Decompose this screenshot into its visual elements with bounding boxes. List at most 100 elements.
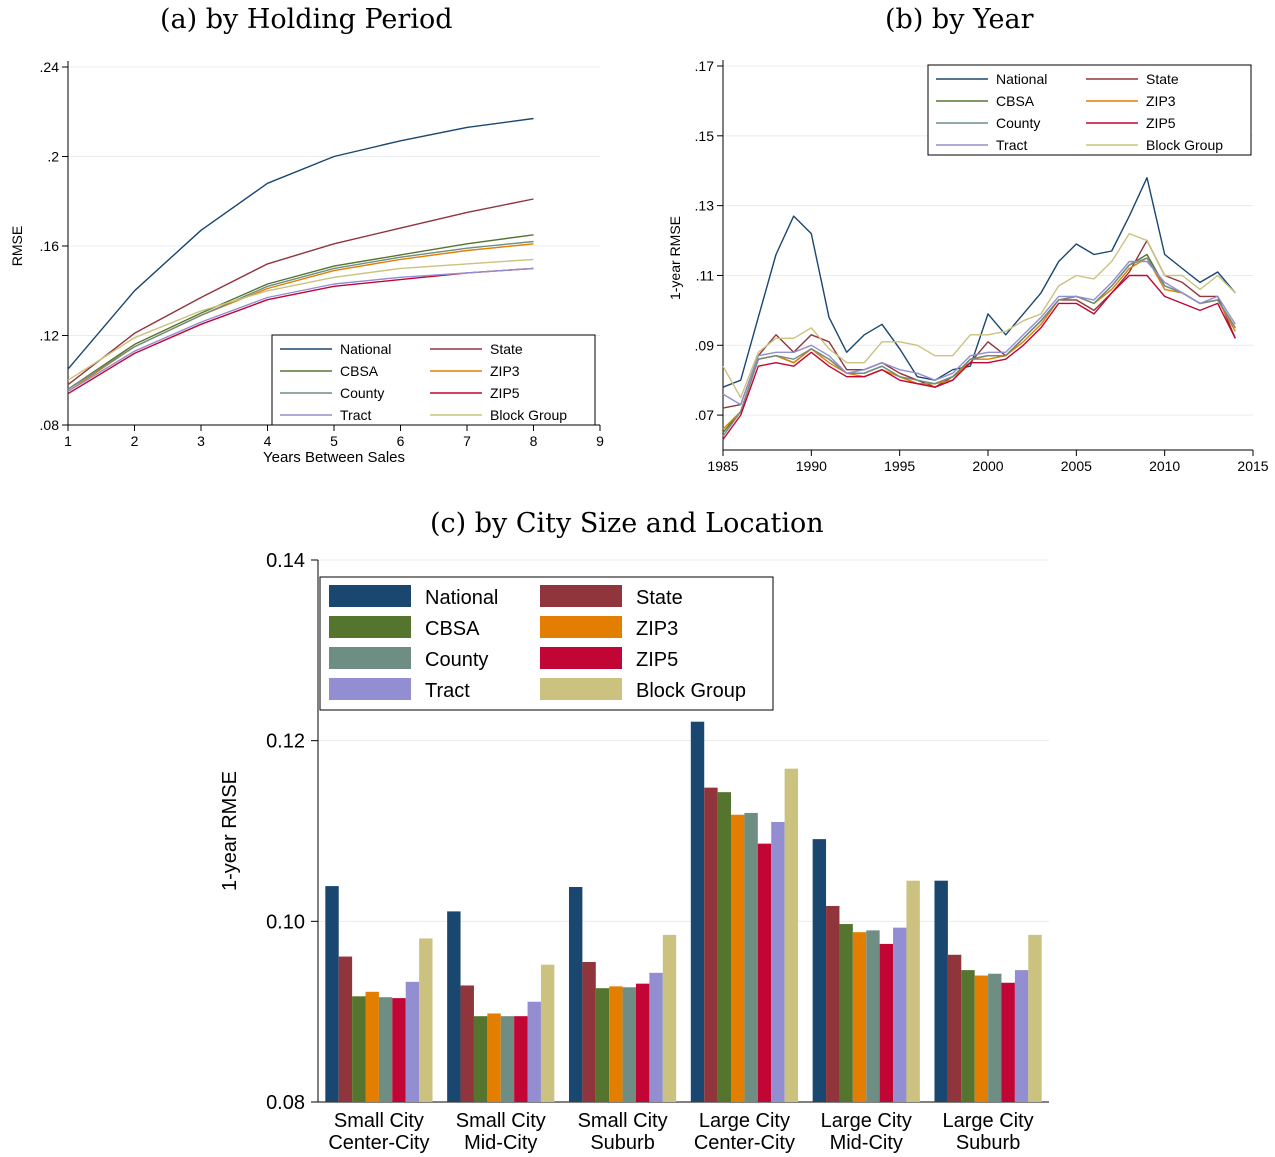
x-tick-label: 4 xyxy=(264,433,272,449)
x-tick-label: 2000 xyxy=(972,458,1003,474)
category-label-line2: Center-City xyxy=(694,1132,795,1154)
legend-label: ZIP3 xyxy=(1146,93,1176,109)
bar-state xyxy=(826,905,840,1102)
x-tick-label: 7 xyxy=(463,433,471,449)
legend-label: Tract xyxy=(340,407,371,423)
legend-label: State xyxy=(490,341,523,357)
category-label-line1: Small City xyxy=(578,1110,668,1132)
legend-label: National xyxy=(340,341,391,357)
bar-zip5 xyxy=(879,943,894,1102)
series-line-zip5 xyxy=(722,274,1236,440)
category-label-line1: Large City xyxy=(943,1110,1034,1132)
series-line-county xyxy=(722,257,1236,437)
category-label-line1: Large City xyxy=(699,1110,790,1132)
x-tick-label: 5 xyxy=(330,433,338,449)
bar-national xyxy=(325,886,339,1102)
y-axis-title: 1-year RMSE xyxy=(219,771,241,891)
y-tick-label: 0.08 xyxy=(266,1092,305,1114)
series-line-county xyxy=(67,240,534,390)
bar-county xyxy=(378,997,393,1102)
bar-national xyxy=(934,880,948,1102)
x-tick-label: 8 xyxy=(530,433,538,449)
y-tick-label: .11 xyxy=(696,267,715,283)
y-tick-label: .13 xyxy=(695,198,715,214)
bar-county xyxy=(988,973,1002,1102)
bar-tract xyxy=(405,981,420,1102)
y-tick-label: .08 xyxy=(40,417,60,433)
legend-box xyxy=(927,64,1252,156)
legend-label: Tract xyxy=(425,680,470,702)
legend-swatch xyxy=(540,647,622,669)
bar-county xyxy=(866,930,880,1102)
category-label-line2: Suburb xyxy=(590,1132,655,1154)
bar-zip3 xyxy=(487,1013,501,1102)
legend-label: State xyxy=(636,587,683,609)
legend-label: National xyxy=(425,587,498,609)
x-tick-label: 6 xyxy=(397,433,405,449)
bar-zip3 xyxy=(852,932,867,1102)
category-label-line2: Mid-City xyxy=(830,1132,903,1154)
bar-block-group xyxy=(419,938,433,1102)
legend-swatch xyxy=(329,678,411,700)
chart-b-by-year: .07 .09 .11 .13 .15 .17 1985 1990 1995 2000 2005 20… xyxy=(667,58,1269,474)
series-line-block-group xyxy=(722,232,1236,399)
legend-label: ZIP5 xyxy=(490,385,520,401)
bar-tract xyxy=(649,972,663,1102)
bar-national xyxy=(690,721,705,1102)
bar-state xyxy=(704,787,718,1102)
legend-label: ZIP5 xyxy=(1146,115,1176,131)
bar-block-group xyxy=(784,768,799,1102)
bar-zip5 xyxy=(635,983,650,1102)
bar-cbsa xyxy=(352,996,366,1102)
y-tick-label: .07 xyxy=(695,407,715,423)
series-line-block-group xyxy=(67,258,534,381)
legend-label: Tract xyxy=(996,137,1027,153)
y-tick-label: 0.10 xyxy=(266,911,305,933)
y-tick-label: .12 xyxy=(40,328,60,344)
y-tick-label: 0.12 xyxy=(266,731,305,753)
legend-swatch xyxy=(329,616,411,638)
bar-tract xyxy=(527,1001,541,1102)
legend-label: ZIP3 xyxy=(490,363,520,379)
legend-label: County xyxy=(425,649,488,671)
bar-zip3 xyxy=(974,975,989,1102)
x-tick-label: 2005 xyxy=(1061,458,1092,474)
series-line-cbsa xyxy=(722,253,1236,433)
bar-block-group xyxy=(662,934,677,1102)
legend-label: Block Group xyxy=(490,407,567,423)
series-line-state xyxy=(722,239,1236,409)
series-line-zip3 xyxy=(722,257,1236,430)
y-tick-label: .16 xyxy=(40,238,60,254)
category-label-line2: Mid-City xyxy=(464,1132,537,1154)
legend-label: CBSA xyxy=(340,363,379,379)
legend-swatch xyxy=(540,678,622,700)
bar-tract xyxy=(771,821,785,1102)
bar-county xyxy=(744,812,758,1102)
y-tick-label: .15 xyxy=(695,128,715,144)
bar-national xyxy=(447,911,461,1102)
bar-cbsa xyxy=(961,970,975,1102)
legend-label: County xyxy=(996,115,1040,131)
bar-zip5 xyxy=(514,1016,528,1102)
bar-cbsa xyxy=(473,1016,488,1102)
legend-swatch xyxy=(540,585,622,607)
legend-label: Block Group xyxy=(1146,137,1223,153)
bar-zip3 xyxy=(365,991,379,1102)
bar-state xyxy=(582,961,596,1102)
series-line-national xyxy=(722,176,1236,388)
bar-cbsa xyxy=(595,988,610,1102)
y-tick-label: .24 xyxy=(40,59,60,75)
bar-cbsa xyxy=(839,924,853,1102)
y-tick-label: .2 xyxy=(47,149,59,165)
bar-zip5 xyxy=(1001,982,1015,1102)
bar-zip3 xyxy=(731,814,745,1102)
bar-tract xyxy=(893,927,907,1102)
category-label-line2: Suburb xyxy=(956,1132,1021,1154)
x-axis-title: Years Between Sales xyxy=(263,449,405,466)
bar-zip5 xyxy=(757,843,772,1102)
y-tick-label: .09 xyxy=(695,337,715,353)
x-tick-label: 9 xyxy=(596,433,604,449)
x-tick-label: 1 xyxy=(64,433,72,449)
chart-a-holding-period: .08 .12 .16 .2 .24 1 2 3 4 5 6 7 8 9 Years Between Sal… xyxy=(9,59,604,466)
series-line-tract xyxy=(67,267,534,392)
